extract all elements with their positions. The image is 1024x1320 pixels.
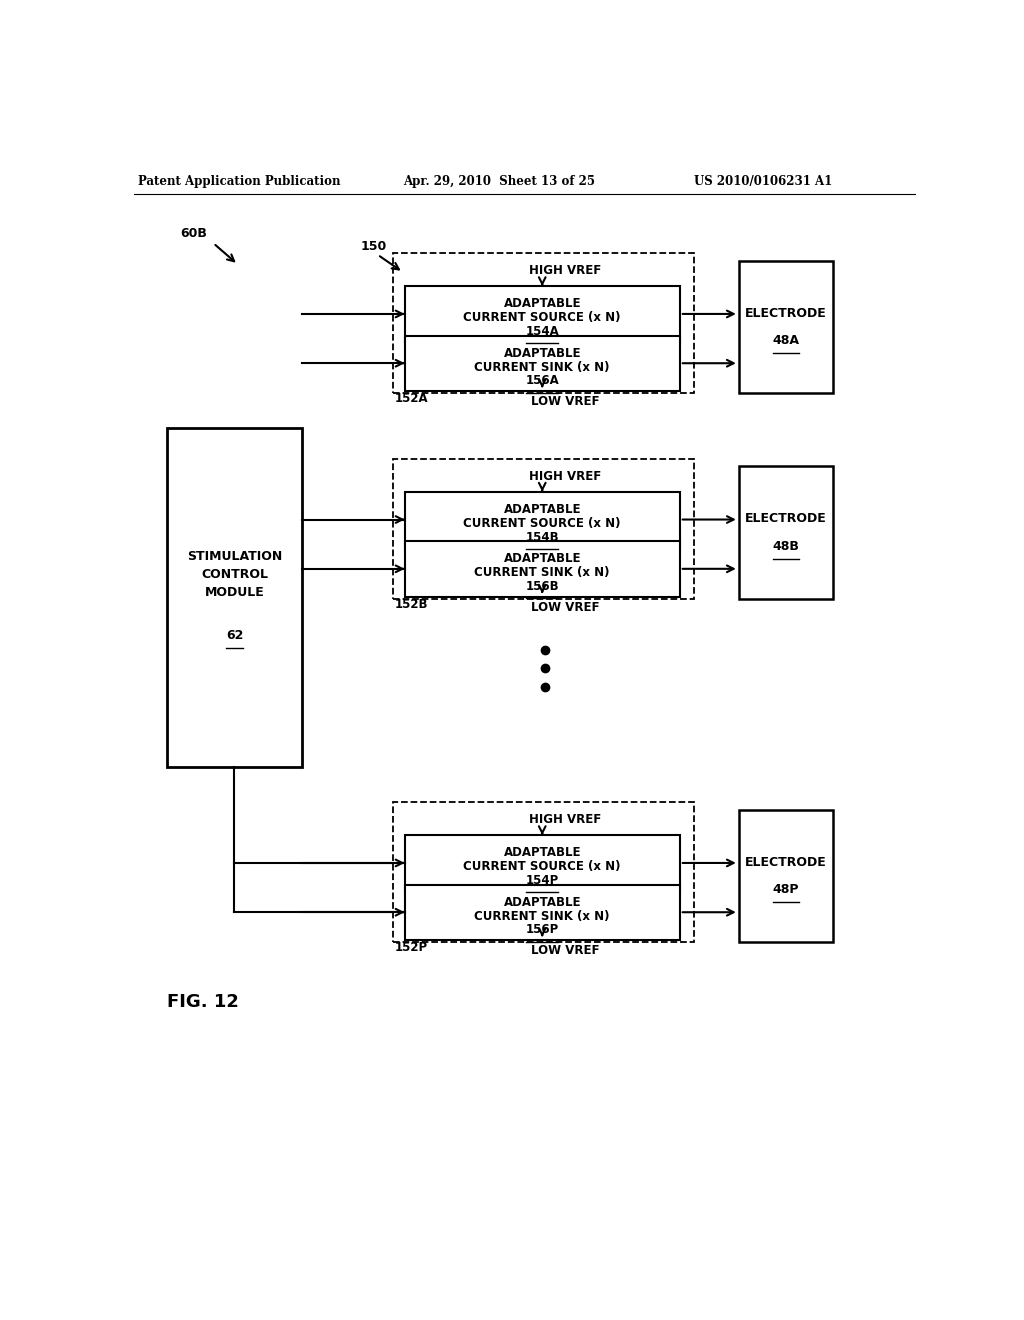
Bar bbox=[404, 286, 680, 342]
Text: ELECTRODE: ELECTRODE bbox=[745, 855, 826, 869]
Bar bbox=[393, 459, 693, 599]
Text: US 2010/0106231 A1: US 2010/0106231 A1 bbox=[693, 176, 831, 189]
Text: STIMULATION
CONTROL
MODULE: STIMULATION CONTROL MODULE bbox=[187, 549, 283, 599]
Text: 152A: 152A bbox=[394, 392, 428, 405]
Text: 48B: 48B bbox=[772, 540, 800, 553]
Text: Apr. 29, 2010  Sheet 13 of 25: Apr. 29, 2010 Sheet 13 of 25 bbox=[403, 176, 595, 189]
Text: 152P: 152P bbox=[394, 941, 428, 954]
Text: ADAPTABLE: ADAPTABLE bbox=[504, 297, 581, 310]
Text: ADAPTABLE: ADAPTABLE bbox=[504, 347, 581, 360]
Text: 156A: 156A bbox=[525, 375, 559, 388]
Bar bbox=[404, 836, 680, 891]
Text: ADAPTABLE: ADAPTABLE bbox=[504, 552, 581, 565]
Text: 154B: 154B bbox=[525, 531, 559, 544]
Text: FIG. 12: FIG. 12 bbox=[167, 993, 239, 1011]
Bar bbox=[393, 253, 693, 393]
Text: CURRENT SINK (x N): CURRENT SINK (x N) bbox=[474, 360, 610, 374]
Bar bbox=[404, 335, 680, 391]
Text: HIGH VREF: HIGH VREF bbox=[529, 264, 602, 277]
Bar bbox=[404, 541, 680, 597]
Text: LOW VREF: LOW VREF bbox=[531, 601, 600, 614]
Text: LOW VREF: LOW VREF bbox=[531, 944, 600, 957]
Text: 150: 150 bbox=[360, 240, 387, 253]
Bar bbox=[167, 428, 302, 767]
Bar bbox=[404, 884, 680, 940]
Text: 152B: 152B bbox=[394, 598, 428, 611]
Text: LOW VREF: LOW VREF bbox=[531, 395, 600, 408]
Bar bbox=[738, 466, 834, 599]
Text: 154P: 154P bbox=[525, 874, 559, 887]
Text: ADAPTABLE: ADAPTABLE bbox=[504, 846, 581, 859]
Text: 48A: 48A bbox=[772, 334, 800, 347]
Text: CURRENT SOURCE (x N): CURRENT SOURCE (x N) bbox=[464, 517, 621, 529]
Text: HIGH VREF: HIGH VREF bbox=[529, 470, 602, 483]
Text: 62: 62 bbox=[226, 630, 244, 643]
Text: ADAPTABLE: ADAPTABLE bbox=[504, 896, 581, 908]
Text: ELECTRODE: ELECTRODE bbox=[745, 306, 826, 319]
Text: 154A: 154A bbox=[525, 325, 559, 338]
Text: ADAPTABLE: ADAPTABLE bbox=[504, 503, 581, 516]
Text: 156B: 156B bbox=[525, 579, 559, 593]
Bar bbox=[738, 261, 834, 393]
Text: 156P: 156P bbox=[525, 924, 559, 936]
Bar bbox=[404, 492, 680, 548]
Text: CURRENT SOURCE (x N): CURRENT SOURCE (x N) bbox=[464, 861, 621, 874]
Text: 60B: 60B bbox=[180, 227, 208, 240]
Bar bbox=[738, 810, 834, 942]
Text: HIGH VREF: HIGH VREF bbox=[529, 813, 602, 826]
Text: CURRENT SINK (x N): CURRENT SINK (x N) bbox=[474, 566, 610, 579]
Text: CURRENT SOURCE (x N): CURRENT SOURCE (x N) bbox=[464, 312, 621, 325]
Text: Patent Application Publication: Patent Application Publication bbox=[138, 176, 341, 189]
Text: ELECTRODE: ELECTRODE bbox=[745, 512, 826, 525]
Text: 48P: 48P bbox=[773, 883, 799, 896]
Text: CURRENT SINK (x N): CURRENT SINK (x N) bbox=[474, 909, 610, 923]
Bar bbox=[393, 803, 693, 942]
